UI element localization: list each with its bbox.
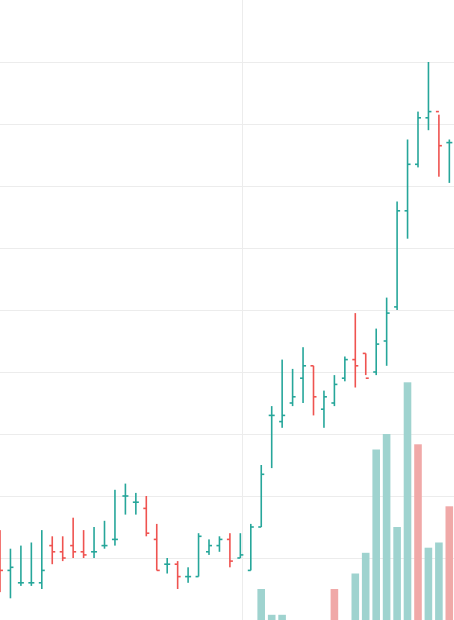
ohlc-bar <box>310 364 317 416</box>
ohlc-bar <box>237 533 244 559</box>
volume-bar <box>445 506 454 620</box>
ohlc-bar <box>247 523 254 572</box>
ohlc-bar <box>195 533 202 578</box>
volume-bar <box>257 589 265 620</box>
volume-bar <box>435 542 443 620</box>
volume-bar <box>278 614 286 620</box>
ohlc-bar <box>49 536 56 565</box>
ohlc-bar <box>132 492 139 515</box>
volume-bar <box>393 527 401 620</box>
ohlc-bar <box>226 533 233 568</box>
ohlc-bar <box>268 406 275 469</box>
ohlc-bar <box>0 530 3 593</box>
price-bars <box>0 62 453 599</box>
volume-bar <box>403 382 412 620</box>
ohlc-bar <box>289 368 296 407</box>
ohlc-bar <box>174 561 181 589</box>
ohlc-bar <box>216 536 223 552</box>
volume-bar <box>267 614 276 620</box>
ohlc-bar <box>38 530 45 589</box>
ohlc-bar <box>415 111 421 168</box>
ohlc-bar <box>300 347 307 403</box>
ohlc-bar <box>185 567 192 583</box>
volume-bar <box>424 547 433 620</box>
ohlc-bar <box>80 530 87 558</box>
ohlc-bar <box>352 313 359 388</box>
ohlc-bar <box>404 139 411 239</box>
ohlc-bar <box>279 359 286 428</box>
volume-bar <box>414 444 422 620</box>
ohlc-bar <box>164 558 171 574</box>
ohlc-bar <box>394 201 401 310</box>
volume-bar <box>330 589 339 620</box>
ohlc-bar <box>153 523 160 572</box>
ohlc-bar <box>362 352 369 380</box>
ohlc-bar <box>341 356 348 382</box>
ohlc-bar <box>111 489 118 546</box>
ohlc-bar <box>59 536 66 562</box>
ohlc-bar <box>383 297 390 366</box>
ohlc-bar <box>17 545 24 586</box>
ohlc-bar <box>206 539 212 555</box>
ohlc-bar <box>122 483 129 515</box>
volume-bar <box>361 552 370 620</box>
ohlc-bar <box>331 375 338 407</box>
ohlc-bar <box>435 110 442 177</box>
ohlc-bar <box>28 542 35 586</box>
ohlc-bar <box>258 465 265 528</box>
volume-bar <box>351 573 360 620</box>
ohlc-bar <box>7 548 14 599</box>
ohlc-bar <box>70 517 77 558</box>
volume-bar <box>372 449 380 620</box>
volume-bars <box>257 382 454 620</box>
ohlc-bar <box>91 527 98 558</box>
volume-bar <box>382 434 391 620</box>
ohlc-bar <box>320 390 327 428</box>
ohlc-bar <box>425 62 432 131</box>
ohlc-bar <box>373 328 380 376</box>
ohlc-bar <box>101 520 108 549</box>
ohlc-bar <box>446 139 453 183</box>
ohlc-bar <box>143 496 150 537</box>
